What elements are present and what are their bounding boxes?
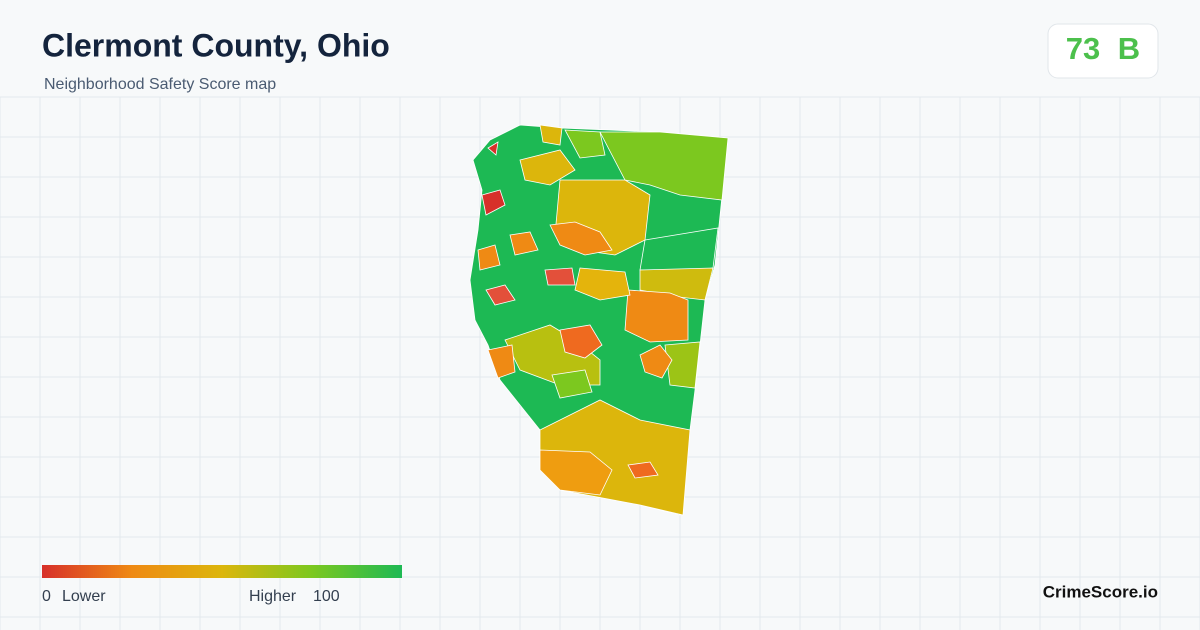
legend-gradient — [42, 565, 402, 578]
legend-min-label: Lower — [62, 588, 106, 605]
region — [539, 449, 613, 496]
region — [664, 341, 701, 389]
subtitle: Neighborhood Safety Score map — [44, 76, 276, 93]
county-map — [469, 124, 729, 516]
region — [487, 344, 516, 379]
region — [487, 141, 499, 156]
region — [539, 124, 563, 146]
region — [559, 324, 603, 359]
score-grade: B — [1118, 31, 1140, 66]
region — [549, 221, 613, 256]
region — [481, 189, 506, 216]
region — [574, 267, 631, 301]
score-box — [1047, 23, 1159, 79]
brand: CrimeScore.io — [1043, 582, 1158, 601]
region — [477, 244, 501, 271]
score-value: 73 — [1066, 31, 1100, 66]
region — [599, 131, 729, 201]
region — [551, 369, 593, 399]
region — [519, 149, 576, 186]
legend-min: 0 — [42, 588, 51, 605]
region — [544, 267, 576, 286]
region — [627, 461, 659, 479]
region — [639, 344, 673, 379]
legend-max: 100 — [313, 588, 340, 605]
region — [504, 324, 601, 386]
legend-max-label: Higher — [249, 588, 297, 605]
region — [564, 129, 606, 159]
region — [485, 284, 516, 306]
title: Clermont County, Ohio — [42, 27, 390, 63]
region — [509, 231, 539, 256]
region — [624, 289, 689, 343]
